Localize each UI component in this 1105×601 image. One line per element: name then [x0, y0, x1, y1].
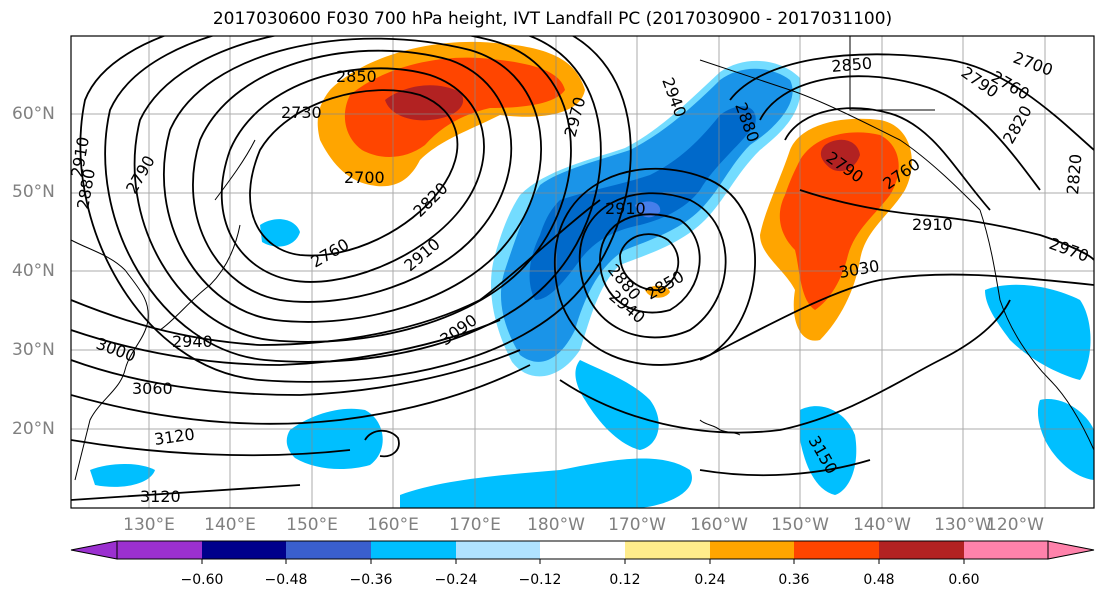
colorbar-tick-label: 0.24: [694, 572, 726, 588]
ivt-positive-shading: [317, 41, 912, 341]
colorbar-tick-label: −0.48: [264, 572, 308, 588]
colorbar-bin: [540, 541, 625, 559]
kamchatka: [214, 139, 256, 201]
colorbar-outline: [116, 540, 1049, 560]
colorbar-tick-label: −0.36: [349, 572, 393, 588]
lon-label: 150°W: [771, 515, 829, 535]
lon-label: 130°E: [123, 515, 175, 535]
colorbar-bin: [625, 541, 710, 559]
alaska-coast: [699, 59, 981, 211]
lon-label: 130°W: [934, 515, 992, 535]
map-border: [70, 35, 1095, 509]
contour-label: 2700: [344, 168, 385, 187]
lon-label: 150°E: [286, 515, 338, 535]
lon-label: 170°W: [608, 515, 666, 535]
lat-label: 50°N: [12, 182, 55, 202]
negative-anomaly-south: [575, 360, 659, 450]
contour-label: 2850: [831, 54, 873, 76]
colorbar-bin: [964, 541, 1048, 559]
contour-label: 3120: [140, 487, 181, 506]
lon-label: 160°E: [367, 515, 419, 535]
contour-label: 2730: [281, 103, 322, 122]
colorbar-tick-label: 0.48: [863, 572, 895, 588]
lat-label: 20°N: [12, 419, 55, 439]
negative-anomaly-edge: [491, 60, 801, 377]
contour-label: 2850: [336, 67, 377, 86]
negative-anomaly-subtropics-east: [400, 458, 692, 508]
negative-anomaly-west: [260, 219, 300, 247]
colorbar-bin: [456, 541, 540, 559]
lat-label: 60°N: [12, 104, 55, 124]
coastlines: [71, 36, 1094, 481]
colorbar-tick-label: −0.24: [434, 572, 478, 588]
colorbar-extend-low: [70, 540, 118, 560]
colorbar-bin: [794, 541, 879, 559]
positive-anomaly-ne-max: [820, 139, 860, 172]
colorbar-ticks: [201, 559, 965, 564]
lon-label: 160°W: [690, 515, 748, 535]
colorbar: [70, 540, 1095, 564]
contour-label: 2910: [912, 215, 953, 234]
lon-label: 170°E: [449, 515, 501, 535]
figure-title: 2017030600 F030 700 hPa height, IVT Land…: [212, 9, 893, 29]
colorbar-tick-label: 0.36: [778, 572, 810, 588]
negative-anomaly-far-east: [1037, 399, 1094, 480]
colorbar-tick-label: −0.60: [180, 572, 224, 588]
colorbar-bin: [710, 541, 794, 559]
contour-label: 2820: [1063, 153, 1085, 195]
contour-label: 3060: [132, 379, 173, 398]
ivt-negative-shading: [90, 60, 1094, 508]
lon-label: 140°W: [853, 515, 911, 535]
colorbar-extend-high: [1047, 540, 1095, 560]
positive-anomaly-nw-max: [385, 85, 464, 121]
contour-label: 2940: [172, 332, 213, 351]
colorbar-tick-label: 0.12: [609, 572, 641, 588]
colorbar-bin: [286, 541, 371, 559]
north-america-coast: [979, 209, 1094, 451]
lon-label: 180°W: [527, 515, 585, 535]
negative-anomaly-east-coast: [985, 284, 1091, 380]
colorbar-tick-label: 0.60: [948, 572, 980, 588]
colorbar-tick-label: −0.12: [518, 572, 562, 588]
colorbar-bin: [371, 541, 456, 559]
colorbar-bin: [879, 541, 964, 559]
colorbar-bin: [117, 541, 202, 559]
lat-label: 30°N: [12, 340, 55, 360]
canada-border: [849, 36, 935, 111]
positive-anomaly-ne-core: [779, 132, 899, 310]
contour-label: 2910: [605, 199, 646, 218]
lon-label: 120°W: [986, 515, 1044, 535]
negative-anomaly-southwest: [90, 464, 155, 487]
lat-label: 40°N: [12, 261, 55, 281]
japan: [159, 224, 241, 331]
lon-label: 140°E: [204, 515, 256, 535]
height-contours: [71, 36, 1094, 501]
colorbar-bin: [202, 541, 286, 559]
